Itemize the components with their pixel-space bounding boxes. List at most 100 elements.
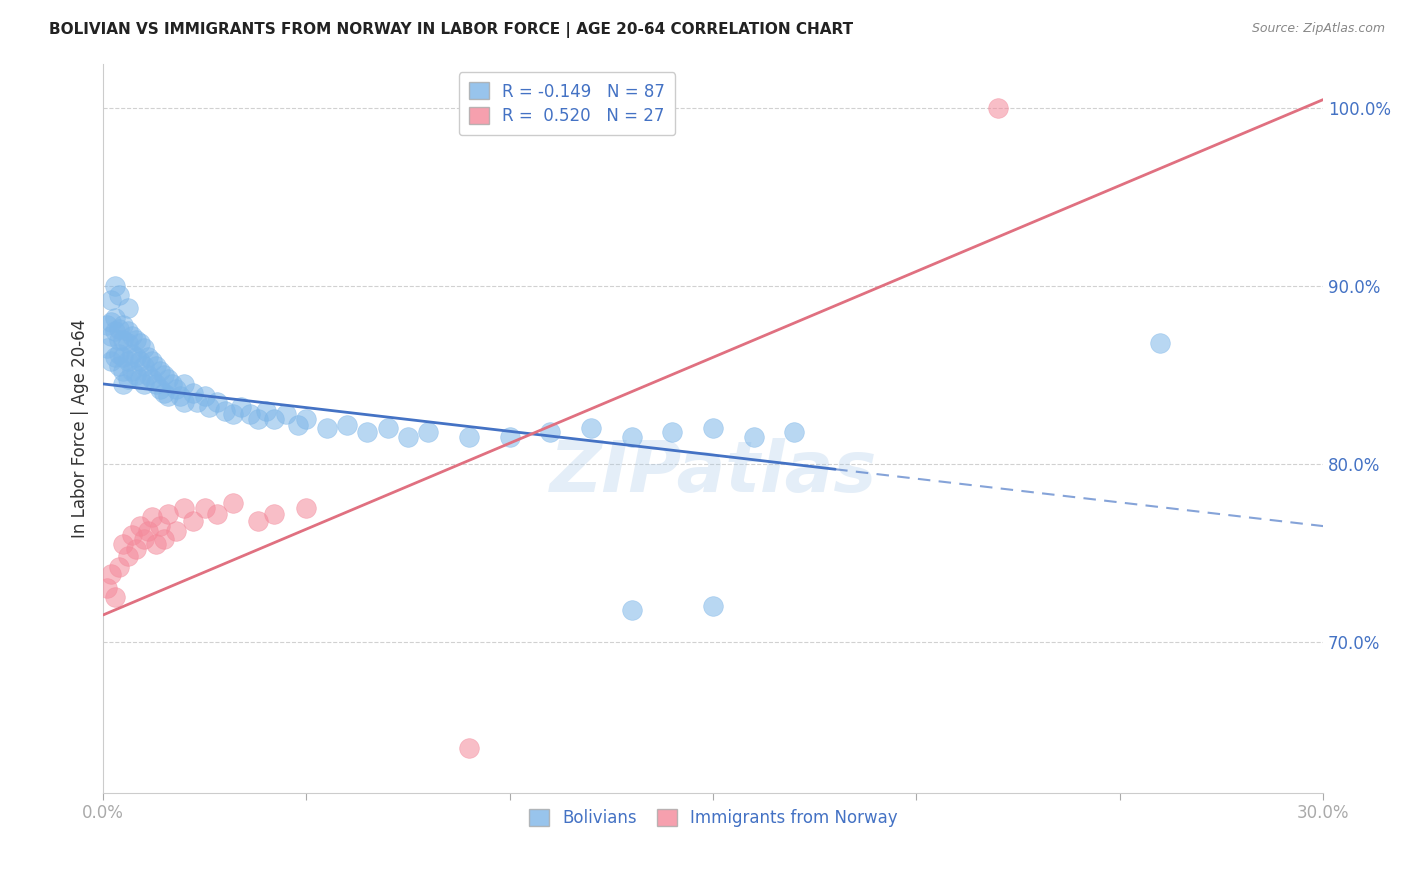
Point bbox=[222, 407, 245, 421]
Point bbox=[117, 549, 139, 564]
Point bbox=[96, 318, 118, 333]
Point bbox=[620, 602, 643, 616]
Point bbox=[169, 389, 191, 403]
Point bbox=[254, 403, 277, 417]
Point bbox=[579, 421, 602, 435]
Point bbox=[246, 412, 269, 426]
Point bbox=[128, 354, 150, 368]
Legend: Bolivians, Immigrants from Norway: Bolivians, Immigrants from Norway bbox=[520, 800, 905, 835]
Text: ZIPatlas: ZIPatlas bbox=[550, 438, 877, 507]
Point bbox=[100, 567, 122, 582]
Text: Source: ZipAtlas.com: Source: ZipAtlas.com bbox=[1251, 22, 1385, 36]
Point bbox=[104, 590, 127, 604]
Point bbox=[108, 322, 131, 336]
Point bbox=[104, 351, 127, 365]
Point bbox=[117, 336, 139, 351]
Point bbox=[276, 407, 298, 421]
Point bbox=[121, 528, 143, 542]
Y-axis label: In Labor Force | Age 20-64: In Labor Force | Age 20-64 bbox=[72, 318, 89, 538]
Point bbox=[222, 496, 245, 510]
Point bbox=[121, 364, 143, 378]
Point bbox=[100, 354, 122, 368]
Point bbox=[112, 364, 135, 378]
Text: BOLIVIAN VS IMMIGRANTS FROM NORWAY IN LABOR FORCE | AGE 20-64 CORRELATION CHART: BOLIVIAN VS IMMIGRANTS FROM NORWAY IN LA… bbox=[49, 22, 853, 38]
Point bbox=[783, 425, 806, 439]
Point bbox=[214, 403, 236, 417]
Point bbox=[117, 324, 139, 338]
Point bbox=[356, 425, 378, 439]
Point bbox=[194, 501, 217, 516]
Point bbox=[157, 389, 180, 403]
Point bbox=[231, 400, 253, 414]
Point bbox=[661, 425, 683, 439]
Point bbox=[315, 421, 337, 435]
Point bbox=[149, 382, 172, 396]
Point bbox=[124, 333, 146, 347]
Point bbox=[153, 532, 176, 546]
Point bbox=[108, 333, 131, 347]
Point bbox=[181, 514, 204, 528]
Point bbox=[540, 425, 562, 439]
Point bbox=[165, 524, 187, 539]
Point bbox=[263, 507, 285, 521]
Point bbox=[295, 501, 318, 516]
Point bbox=[702, 599, 724, 613]
Point bbox=[128, 336, 150, 351]
Point bbox=[100, 293, 122, 308]
Point bbox=[181, 385, 204, 400]
Point bbox=[173, 376, 195, 391]
Point bbox=[198, 400, 221, 414]
Point bbox=[108, 288, 131, 302]
Point bbox=[418, 425, 440, 439]
Point bbox=[173, 501, 195, 516]
Point bbox=[117, 371, 139, 385]
Point bbox=[287, 417, 309, 432]
Point bbox=[104, 279, 127, 293]
Point bbox=[100, 315, 122, 329]
Point bbox=[157, 507, 180, 521]
Point bbox=[96, 582, 118, 596]
Point bbox=[121, 347, 143, 361]
Point bbox=[145, 359, 167, 373]
Point bbox=[132, 376, 155, 391]
Point bbox=[132, 342, 155, 356]
Point bbox=[124, 368, 146, 382]
Point bbox=[702, 421, 724, 435]
Point bbox=[458, 741, 481, 756]
Point bbox=[117, 354, 139, 368]
Point bbox=[136, 524, 159, 539]
Point bbox=[246, 514, 269, 528]
Point bbox=[96, 342, 118, 356]
Point bbox=[112, 351, 135, 365]
Point bbox=[295, 412, 318, 426]
Point bbox=[136, 351, 159, 365]
Point bbox=[173, 394, 195, 409]
Point bbox=[128, 519, 150, 533]
Point bbox=[108, 347, 131, 361]
Point bbox=[153, 385, 176, 400]
Point bbox=[108, 359, 131, 373]
Point bbox=[205, 507, 228, 521]
Point bbox=[112, 376, 135, 391]
Point bbox=[124, 351, 146, 365]
Point bbox=[132, 359, 155, 373]
Point bbox=[117, 301, 139, 315]
Point bbox=[149, 364, 172, 378]
Point bbox=[108, 560, 131, 574]
Point bbox=[128, 371, 150, 385]
Point bbox=[145, 537, 167, 551]
Point bbox=[136, 368, 159, 382]
Point bbox=[396, 430, 419, 444]
Point bbox=[112, 537, 135, 551]
Point bbox=[377, 421, 399, 435]
Point bbox=[263, 412, 285, 426]
Point bbox=[141, 371, 163, 385]
Point bbox=[499, 430, 522, 444]
Point bbox=[112, 333, 135, 347]
Point bbox=[104, 311, 127, 326]
Point bbox=[742, 430, 765, 444]
Point bbox=[620, 430, 643, 444]
Point bbox=[238, 407, 260, 421]
Point bbox=[205, 394, 228, 409]
Point bbox=[165, 382, 187, 396]
